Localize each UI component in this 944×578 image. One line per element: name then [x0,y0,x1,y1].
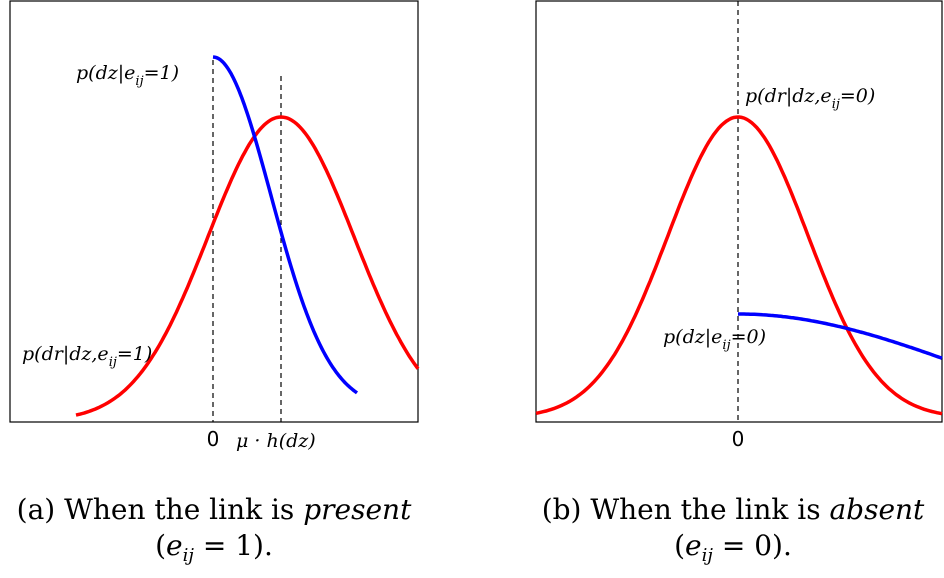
panel-b-caption: (b) When the link is absent (eij = 0). [541,493,925,566]
panel-a-blue-series-line [212,55,359,395]
panel-a-red-annotation: p(dr|dz,eij=1) [22,343,152,370]
panel-b-tick-zero: 0 [732,427,745,451]
panel-b: 0 p(dr|dz,eij=0) p(dz|eij=0) [535,0,943,451]
panel-a-frame [9,0,419,423]
panel-b-red-annotation: p(dr|dz,eij=0) [745,85,875,112]
panel-a-tick-zero: 0 [207,427,220,451]
panel-b-frame [535,0,943,423]
panel-b-blue-series-line [738,312,943,360]
panel-a: 0 μ · h(dz) p(dz|eij=1) p(dr|dz,eij=1) [9,0,420,452]
panel-a-blue-annotation: p(dz|eij=1) [76,62,179,89]
panel-b-red-series-line [535,115,943,416]
panel-a-caption: (a) When the link is present (eij = 1). [16,493,412,566]
panel-a-tick-mu: μ · h(dz) [236,430,316,452]
panel-a-red-series-line [75,115,420,417]
panel-b-blue-annotation: p(dz|eij=0) [663,326,766,353]
